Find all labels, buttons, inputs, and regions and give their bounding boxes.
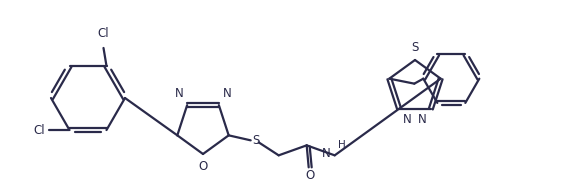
Text: H: H: [338, 140, 346, 150]
Text: N: N: [175, 87, 183, 100]
Text: S: S: [411, 41, 418, 54]
Text: Cl: Cl: [34, 124, 45, 136]
Text: O: O: [198, 160, 208, 173]
Text: O: O: [305, 169, 314, 182]
Text: Cl: Cl: [98, 27, 109, 40]
Text: N: N: [322, 147, 331, 160]
Text: N: N: [223, 87, 232, 100]
Text: N: N: [418, 113, 427, 126]
Text: N: N: [403, 113, 412, 126]
Text: S: S: [252, 134, 260, 147]
